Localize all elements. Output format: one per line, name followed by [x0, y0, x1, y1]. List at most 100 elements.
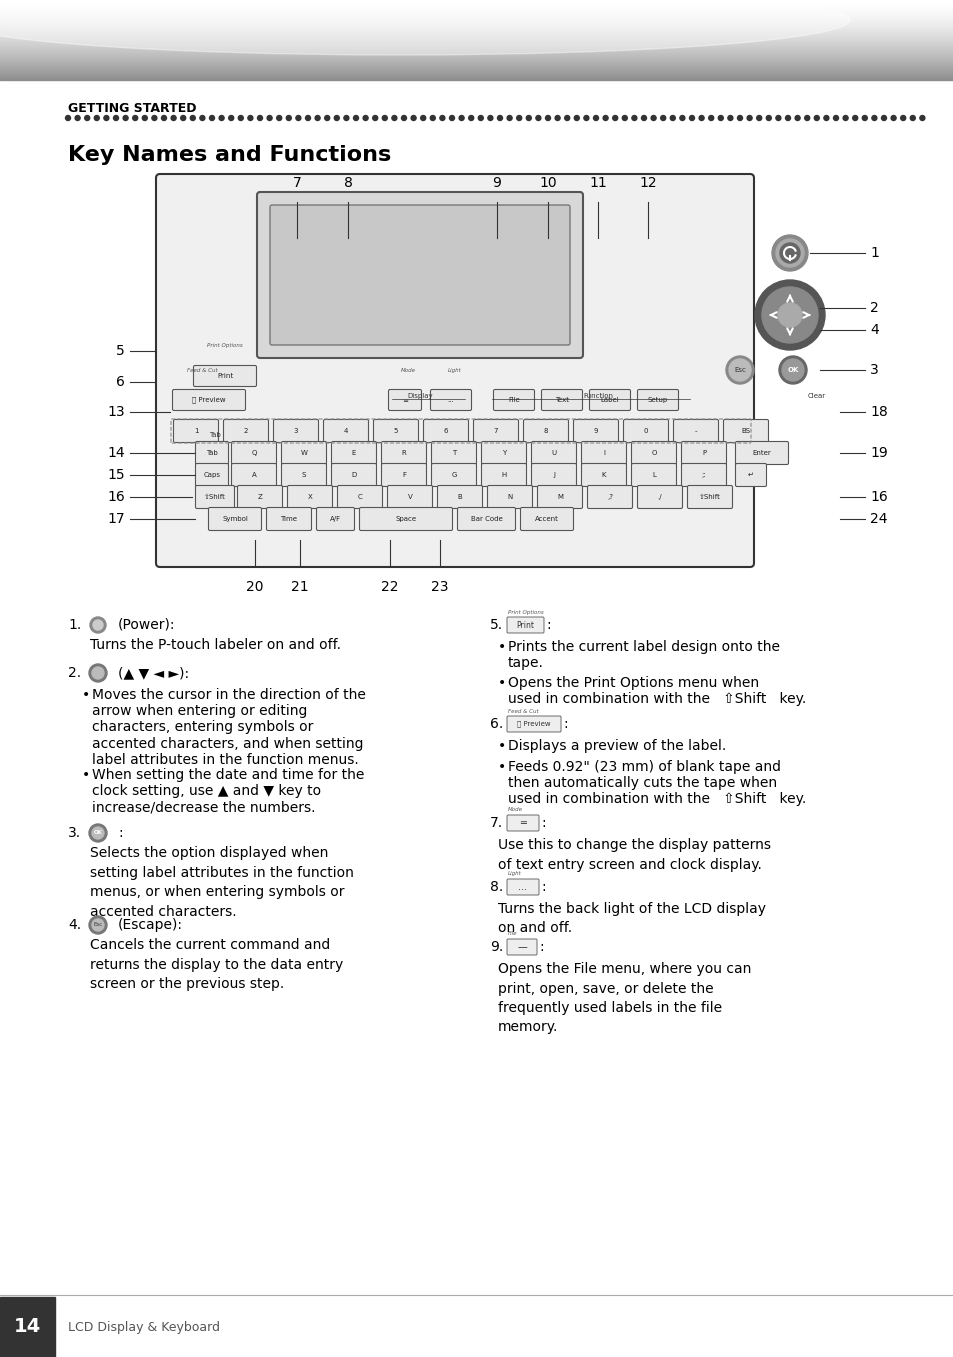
Circle shape: [900, 115, 904, 121]
Circle shape: [775, 239, 803, 267]
Text: 4: 4: [869, 323, 878, 337]
Text: When setting the date and time for the
clock setting, use ▲ and ▼ key to
increas: When setting the date and time for the c…: [91, 768, 364, 814]
Text: •: •: [497, 676, 506, 689]
Circle shape: [219, 115, 224, 121]
Circle shape: [725, 356, 753, 384]
Text: Moves the cursor in the direction of the
arrow when entering or editing
characte: Moves the cursor in the direction of the…: [91, 688, 366, 767]
Text: 15: 15: [108, 468, 125, 482]
Text: B: B: [457, 494, 462, 499]
Text: Accent: Accent: [535, 516, 558, 522]
Circle shape: [295, 115, 300, 121]
Text: ⇧Shift: ⇧Shift: [204, 494, 226, 499]
Text: Space: Space: [395, 516, 416, 522]
Text: 24: 24: [869, 512, 886, 527]
FancyBboxPatch shape: [256, 191, 582, 358]
Text: 5: 5: [394, 427, 397, 434]
Circle shape: [113, 115, 118, 121]
Circle shape: [526, 115, 531, 121]
FancyBboxPatch shape: [673, 419, 718, 442]
Circle shape: [85, 115, 90, 121]
Text: Opens the Print Options menu when
used in combination with the   ⇧Shift   key.: Opens the Print Options menu when used i…: [507, 676, 805, 706]
Circle shape: [909, 115, 914, 121]
FancyBboxPatch shape: [274, 419, 318, 442]
FancyBboxPatch shape: [209, 508, 261, 531]
Circle shape: [842, 115, 847, 121]
Text: 23: 23: [431, 579, 448, 594]
Text: Turns the back light of the LCD display
on and off.: Turns the back light of the LCD display …: [497, 902, 765, 935]
Circle shape: [382, 115, 387, 121]
Circle shape: [718, 115, 722, 121]
FancyBboxPatch shape: [232, 441, 276, 464]
Circle shape: [210, 115, 214, 121]
Circle shape: [401, 115, 406, 121]
Circle shape: [621, 115, 627, 121]
Text: 8: 8: [543, 427, 548, 434]
FancyBboxPatch shape: [195, 441, 229, 464]
Text: •: •: [82, 768, 91, 782]
FancyBboxPatch shape: [437, 486, 482, 509]
Text: Turns the P-touch labeler on and off.: Turns the P-touch labeler on and off.: [90, 638, 340, 651]
Circle shape: [699, 115, 703, 121]
Text: 12: 12: [639, 176, 656, 190]
Text: File: File: [507, 931, 517, 936]
Text: Selects the option displayed when
setting label attributes in the function
menus: Selects the option displayed when settin…: [90, 845, 354, 919]
Text: Y: Y: [501, 451, 506, 456]
Text: Light: Light: [448, 368, 461, 373]
FancyBboxPatch shape: [680, 441, 726, 464]
Circle shape: [171, 115, 176, 121]
Text: Mode: Mode: [400, 368, 416, 373]
Text: 19: 19: [869, 446, 887, 460]
Circle shape: [487, 115, 493, 121]
Circle shape: [640, 115, 646, 121]
Circle shape: [728, 360, 750, 381]
FancyBboxPatch shape: [323, 419, 368, 442]
Text: 3.: 3.: [68, 826, 81, 840]
FancyBboxPatch shape: [430, 389, 471, 411]
Text: OK: OK: [786, 366, 798, 373]
Circle shape: [92, 620, 103, 630]
Text: 9.: 9.: [490, 940, 503, 954]
Text: File: File: [508, 398, 519, 403]
Text: P: P: [701, 451, 705, 456]
FancyBboxPatch shape: [473, 419, 518, 442]
FancyBboxPatch shape: [423, 419, 468, 442]
Circle shape: [919, 115, 923, 121]
FancyBboxPatch shape: [381, 441, 426, 464]
Text: 16: 16: [107, 490, 125, 503]
Text: ═: ═: [519, 818, 525, 828]
FancyBboxPatch shape: [331, 441, 376, 464]
FancyBboxPatch shape: [374, 419, 418, 442]
FancyBboxPatch shape: [266, 508, 312, 531]
Circle shape: [555, 115, 559, 121]
Text: ↵: ↵: [747, 472, 753, 478]
Text: Symbol: Symbol: [222, 516, 248, 522]
FancyBboxPatch shape: [722, 419, 768, 442]
Text: Opens the File menu, where you can
print, open, save, or delete the
frequently u: Opens the File menu, where you can print…: [497, 962, 751, 1034]
Text: C: C: [357, 494, 362, 499]
Text: •: •: [497, 760, 506, 773]
FancyBboxPatch shape: [523, 419, 568, 442]
Text: •: •: [497, 740, 506, 753]
Text: BS: BS: [740, 427, 750, 434]
Text: Tab: Tab: [206, 451, 217, 456]
Text: 6.: 6.: [490, 716, 503, 731]
Text: :: :: [562, 716, 567, 731]
Circle shape: [91, 919, 104, 931]
Text: Print Options: Print Options: [507, 611, 543, 615]
FancyBboxPatch shape: [581, 441, 626, 464]
Circle shape: [248, 115, 253, 121]
FancyBboxPatch shape: [387, 486, 432, 509]
FancyBboxPatch shape: [223, 419, 268, 442]
Text: Setup: Setup: [647, 398, 667, 403]
FancyBboxPatch shape: [287, 486, 333, 509]
Text: M: M: [557, 494, 562, 499]
Text: LCD Display & Keyboard: LCD Display & Keyboard: [68, 1320, 220, 1334]
Circle shape: [708, 115, 713, 121]
Text: 11: 11: [589, 176, 606, 190]
Text: Prints the current label design onto the
tape.: Prints the current label design onto the…: [507, 641, 780, 670]
Circle shape: [746, 115, 751, 121]
Text: 13: 13: [108, 404, 125, 419]
Text: :: :: [538, 940, 543, 954]
Text: 6: 6: [116, 375, 125, 389]
Text: J: J: [553, 472, 555, 478]
